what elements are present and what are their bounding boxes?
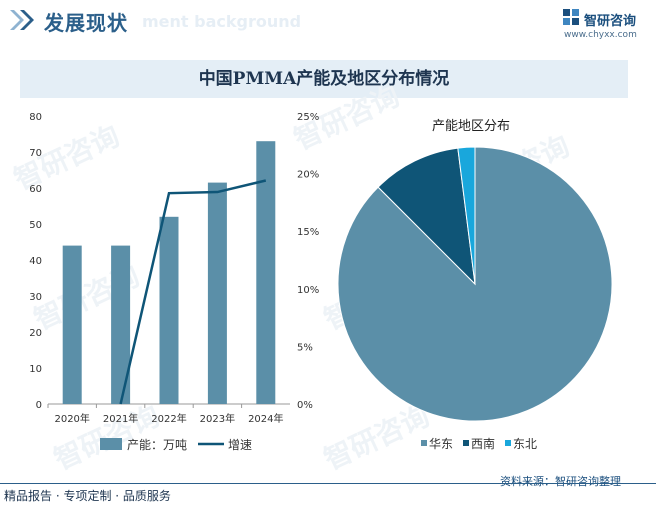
y-tick-label: 40: [29, 256, 42, 267]
pie-legend-label: 华东: [429, 437, 453, 451]
chart-panel-title: 中国PMMA产能及地区分布情况: [198, 69, 450, 89]
y-tick-label: 80: [29, 112, 42, 123]
pie-slice-东北: [457, 146, 476, 285]
watermark-text: 智研咨询: [319, 399, 434, 476]
header-bar: ment background 发展现状 智研咨询 www.chyxx.com: [0, 0, 656, 40]
legend-bar-label: 产能：万吨: [127, 438, 187, 452]
growth-line: [119, 179, 267, 405]
y2-tick-label: 10%: [297, 285, 319, 296]
y-tick-label: 10: [29, 364, 42, 375]
y2-tick-label: 15%: [297, 227, 319, 238]
bar-2022年: [159, 216, 179, 404]
pie-legend-label: 东北: [513, 437, 537, 451]
x-tick-label: 2022年: [151, 412, 186, 425]
page-title: 发展现状: [44, 11, 128, 35]
y2-tick-label: 5%: [297, 342, 313, 353]
pie-title: 产能地区分布: [432, 119, 510, 134]
y-tick-label: 20: [29, 328, 42, 339]
pie-legend-swatch: [505, 440, 511, 446]
footer-divider: [0, 483, 656, 484]
logo-icon: [563, 9, 579, 25]
legend-line-label: 增速: [228, 438, 252, 452]
y-tick-label: 0: [36, 400, 42, 411]
x-tick-label: 2020年: [54, 412, 89, 425]
pie-slice-华东: [337, 146, 613, 422]
bar-2024年: [256, 141, 276, 404]
pie-legend-swatch: [421, 440, 427, 446]
pie-legend-label: 西南: [471, 436, 495, 451]
bar-2021年: [111, 245, 131, 404]
chart-title-band: 中国PMMA产能及地区分布情况: [20, 60, 628, 98]
y-tick-label: 30: [29, 292, 42, 303]
bar-line-chart: 0 10 20 30 40 50 60 70 80 0% 5% 10% 15% 20% 25% 2020年 20…: [29, 112, 319, 452]
y2-tick-label: 0%: [297, 400, 313, 411]
footer-source: 资料来源：智研咨询整理: [500, 475, 621, 488]
y-tick-label: 60: [29, 184, 42, 195]
bar-2020年: [62, 245, 82, 404]
bar-2023年: [207, 182, 227, 404]
x-tick-label: 2023年: [200, 412, 235, 425]
logo-name: 智研咨询: [584, 14, 637, 29]
y-tick-label: 70: [29, 148, 42, 159]
y-tick-label: 50: [29, 220, 42, 231]
x-tick-label: 2021年: [103, 412, 138, 425]
footer-slogan: 精品报告 · 专项定制 · 品质服务: [4, 489, 171, 503]
legend-bar-swatch: [100, 438, 122, 450]
y2-tick-label: 25%: [297, 112, 319, 123]
header-ghost-text: ment background: [142, 12, 302, 31]
chevron-icon: [10, 10, 34, 30]
pie-slice-西南: [377, 147, 476, 286]
logo-url: www.chyxx.com: [564, 30, 637, 40]
watermark-text: 智研咨询: [9, 119, 124, 196]
y2-tick-label: 20%: [297, 170, 319, 181]
x-tick-label: 2024年: [248, 412, 283, 425]
pie-legend-swatch: [463, 440, 469, 446]
